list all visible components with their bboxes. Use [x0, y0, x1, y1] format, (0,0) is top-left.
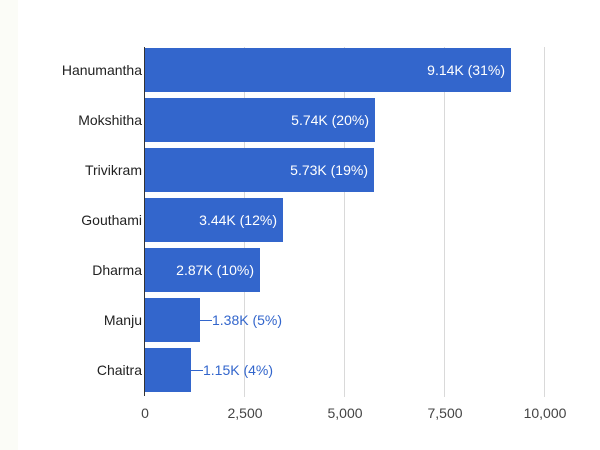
bar[interactable] — [145, 248, 260, 292]
x-tick-label: 2,500 — [227, 405, 263, 421]
bar-value-label: 1.38K (5%) — [212, 312, 283, 328]
label-leader-line — [191, 370, 203, 371]
category-label: Gouthami — [81, 212, 142, 228]
category-label: Hanumantha — [61, 62, 142, 78]
y-axis-baseline — [144, 47, 145, 396]
bar[interactable] — [145, 348, 191, 392]
bar-value-label: 2.87K (10%) — [176, 262, 254, 278]
bar[interactable] — [145, 98, 375, 142]
gridline — [344, 47, 345, 397]
bar[interactable] — [145, 298, 200, 342]
x-tick-label: 5,000 — [327, 405, 363, 421]
x-tick-label: 10,000 — [523, 405, 567, 421]
x-tick-label: 0 — [141, 405, 149, 421]
category-label: Mokshitha — [78, 112, 142, 128]
bar-value-label: 1.15K (4%) — [203, 362, 274, 378]
gridline — [544, 47, 545, 397]
bar-value-label: 9.14K (31%) — [427, 62, 505, 78]
bar-value-label: 5.74K (20%) — [291, 112, 369, 128]
label-leader-line — [200, 320, 212, 321]
x-tick-label: 7,500 — [427, 405, 463, 421]
gridline — [444, 47, 445, 397]
category-label: Manju — [103, 312, 142, 328]
left-margin-strip — [0, 0, 18, 450]
bar[interactable] — [145, 48, 511, 92]
bar-value-label: 3.44K (12%) — [199, 212, 277, 228]
category-label: Chaitra — [96, 362, 142, 378]
bar[interactable] — [145, 148, 374, 192]
bar-value-label: 5.73K (19%) — [290, 162, 368, 178]
category-label: Trivikram — [84, 162, 142, 178]
category-label: Dharma — [92, 262, 142, 278]
bar[interactable] — [145, 198, 283, 242]
